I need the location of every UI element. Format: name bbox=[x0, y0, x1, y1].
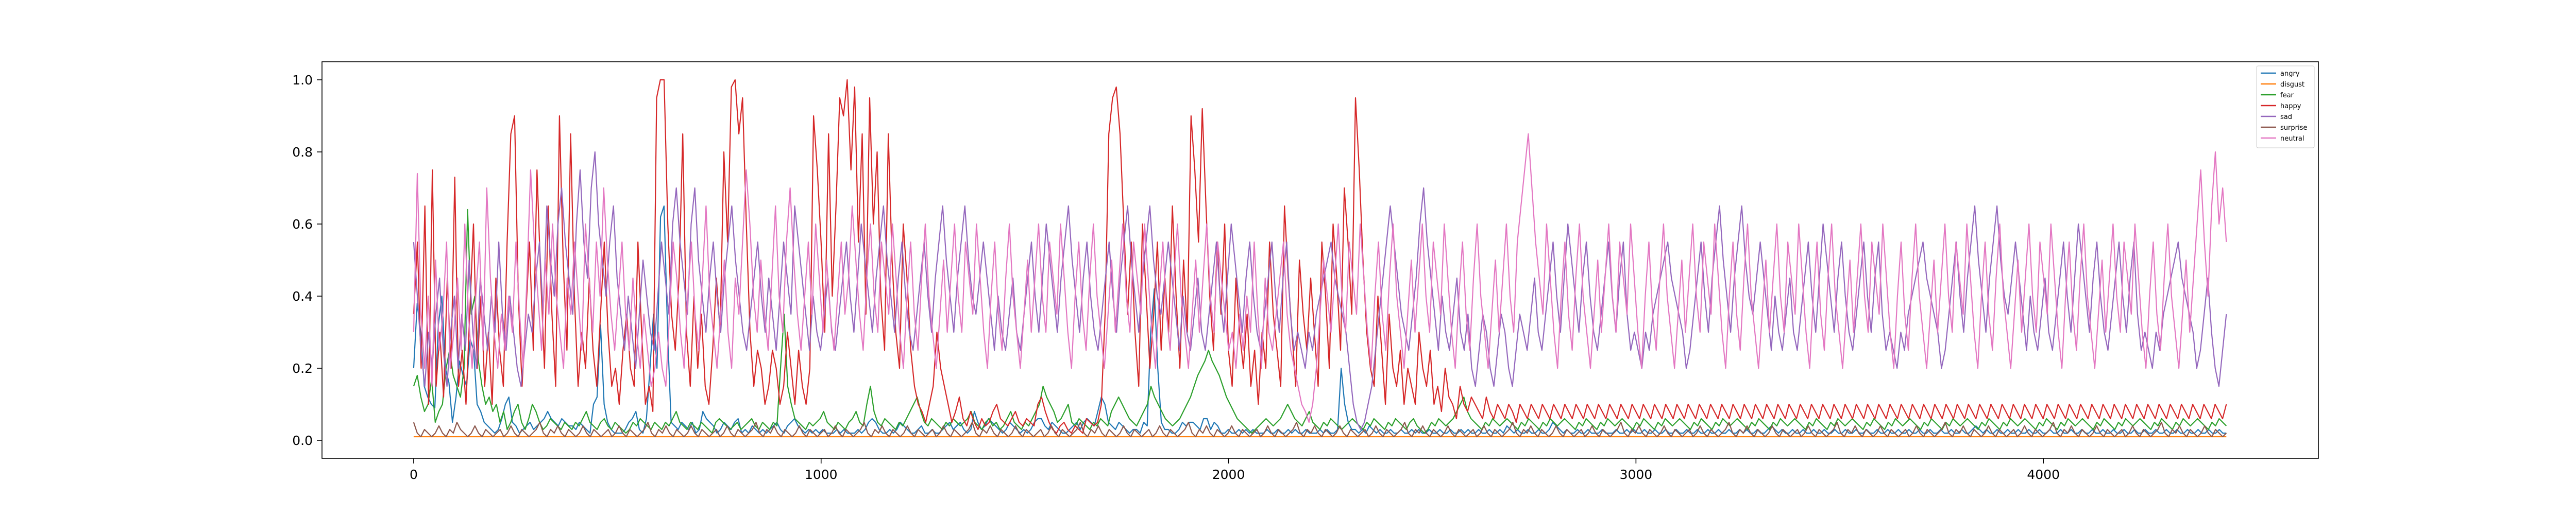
series-line-fear bbox=[413, 209, 2227, 434]
legend-label-surprise: surprise bbox=[2280, 124, 2307, 132]
y-tick-label: 0.8 bbox=[292, 145, 313, 160]
series-line-surprise bbox=[413, 421, 2227, 438]
legend-label-sad: sad bbox=[2280, 113, 2292, 121]
legend-label-fear: fear bbox=[2280, 92, 2294, 99]
legend-label-angry: angry bbox=[2280, 70, 2300, 78]
x-tick-label: 2000 bbox=[1212, 467, 1245, 482]
legend-label-disgust: disgust bbox=[2280, 81, 2304, 89]
y-tick-label: 0.0 bbox=[292, 433, 313, 448]
series-line-neutral bbox=[413, 133, 2227, 423]
x-tick-label: 0 bbox=[410, 467, 418, 482]
y-axis: 0.0 0.2 0.4 0.6 0.8 1.0 bbox=[292, 73, 322, 448]
x-tick-label: 1000 bbox=[805, 467, 838, 482]
y-tick-label: 1.0 bbox=[292, 73, 313, 88]
legend-label-happy: happy bbox=[2280, 102, 2301, 110]
y-tick-label: 0.4 bbox=[292, 289, 313, 304]
series-line-sad bbox=[413, 151, 2227, 431]
x-tick-label: 3000 bbox=[1620, 467, 1653, 482]
y-tick-label: 0.2 bbox=[292, 361, 313, 376]
x-tick-label: 4000 bbox=[2027, 467, 2060, 482]
x-axis: 0 1000 2000 3000 4000 bbox=[410, 458, 2060, 482]
plot-area bbox=[322, 62, 2318, 458]
y-tick-label: 0.6 bbox=[292, 217, 313, 232]
legend-label-neutral: neutral bbox=[2280, 135, 2304, 143]
series-layer bbox=[413, 79, 2227, 438]
axes-frame bbox=[321, 61, 2319, 459]
legend: angry disgust fear happy sad surprise neutral bbox=[2256, 65, 2315, 148]
